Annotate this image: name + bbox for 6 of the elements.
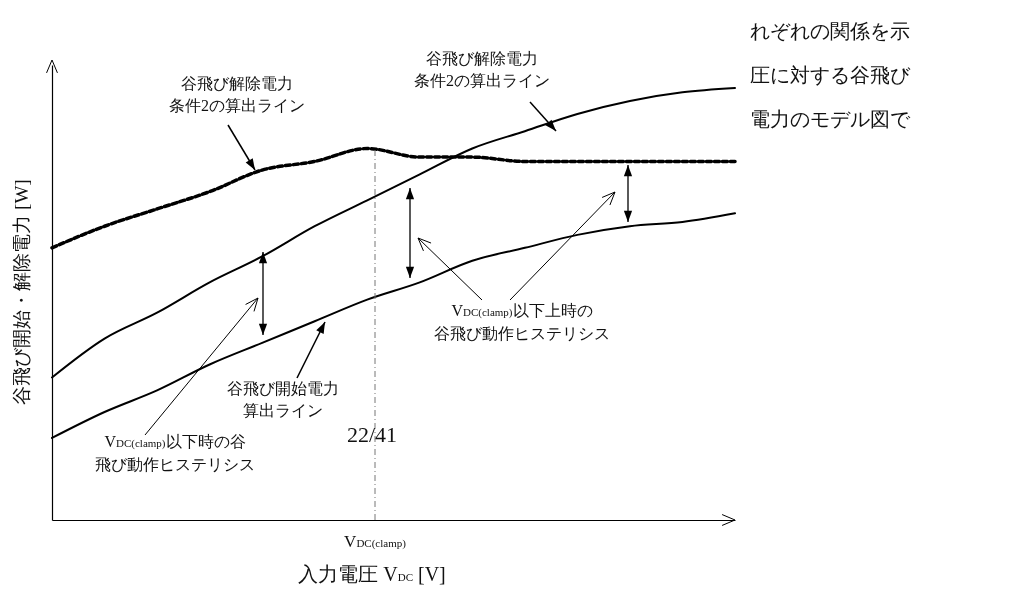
- text: れぞれの関係を示圧に対する谷飛び電力のモデル図で: [750, 19, 910, 132]
- annotation: 22/41: [346, 422, 398, 447]
- y-axis-title: 谷飛び開始・解除電力 [W]: [11, 179, 33, 405]
- annotation: 谷飛び解除電力条件2の算出ライン: [169, 74, 305, 116]
- annotation: 谷飛び開始電力算出ライン: [227, 379, 339, 421]
- annotation: 谷飛び解除電力条件2の算出ライン: [414, 49, 550, 91]
